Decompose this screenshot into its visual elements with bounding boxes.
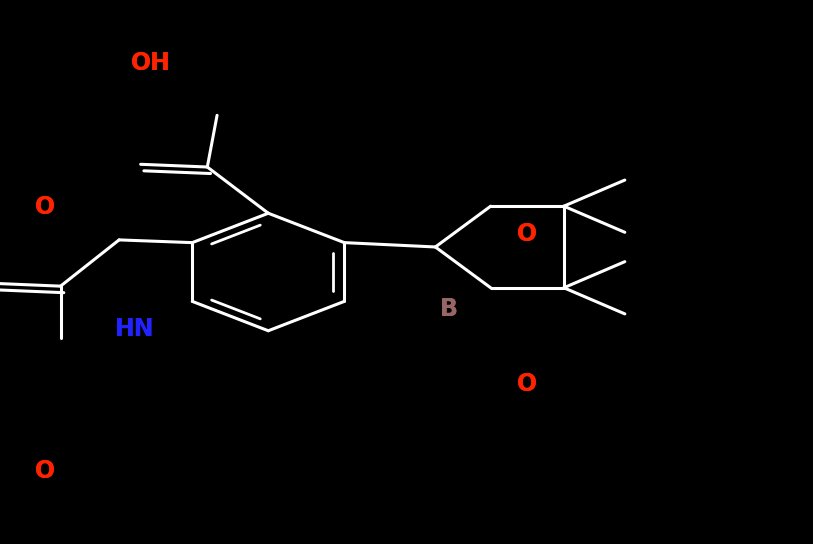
Text: O: O — [517, 222, 537, 246]
Circle shape — [111, 314, 157, 344]
Circle shape — [128, 47, 173, 78]
Text: O: O — [517, 372, 537, 395]
Text: B: B — [440, 297, 458, 321]
Circle shape — [426, 294, 472, 324]
Text: HN: HN — [115, 317, 154, 341]
Circle shape — [22, 455, 67, 486]
Text: O: O — [35, 195, 54, 219]
Circle shape — [504, 219, 550, 249]
Text: HN: HN — [115, 317, 154, 341]
Text: O: O — [517, 222, 537, 246]
Text: OH: OH — [130, 51, 171, 75]
Text: B: B — [440, 297, 458, 321]
Text: O: O — [35, 195, 54, 219]
Circle shape — [22, 191, 67, 222]
Text: OH: OH — [130, 51, 171, 75]
Circle shape — [504, 368, 550, 399]
Text: O: O — [35, 459, 54, 483]
Text: O: O — [35, 459, 54, 483]
Text: O: O — [517, 372, 537, 395]
